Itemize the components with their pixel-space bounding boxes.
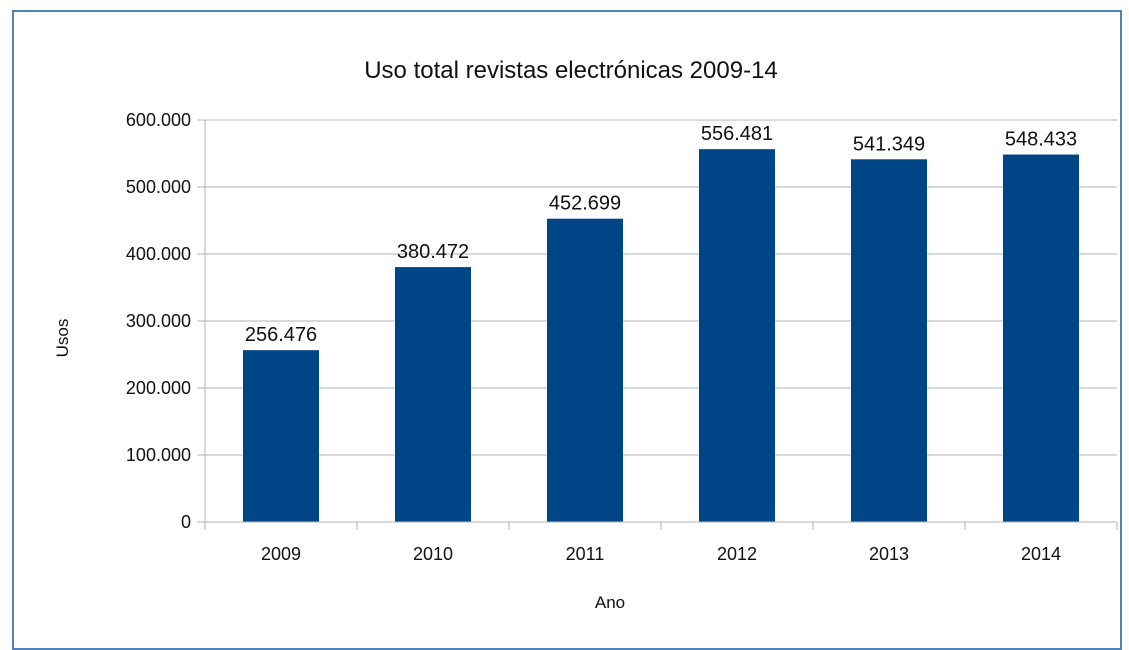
bar-value-label: 380.472 (397, 241, 469, 263)
labels: 0 100.000 200.000 300.000 400.000 500.000 600.… (126, 110, 1077, 564)
bar (851, 159, 927, 522)
bar (547, 218, 623, 523)
bar-value-label: 556.481 (701, 123, 773, 145)
bar (243, 350, 319, 522)
y-tick-label: 0 (181, 512, 191, 532)
bar (1003, 154, 1079, 522)
bar-value-label: 256.476 (245, 324, 317, 346)
x-tick-label: 2013 (869, 544, 909, 564)
y-tick-label: 300.000 (126, 311, 191, 331)
bar-value-label: 548.433 (1005, 129, 1077, 151)
y-tick-label: 400.000 (126, 244, 191, 264)
bars (243, 149, 1079, 523)
y-tick-label: 600.000 (126, 110, 191, 130)
bar-value-label: 541.349 (853, 133, 925, 155)
y-tick-label: 100.000 (126, 445, 191, 465)
x-tick-label: 2014 (1021, 544, 1061, 564)
x-tick-label: 2009 (261, 544, 301, 564)
y-tick-label: 200.000 (126, 378, 191, 398)
x-tick-label: 2010 (413, 544, 453, 564)
y-axis-label: Usos (53, 319, 72, 358)
axes (197, 119, 1118, 530)
bar (395, 267, 471, 522)
gridlines (205, 119, 1117, 456)
x-tick-label: 2012 (717, 544, 757, 564)
x-tick-label: 2011 (566, 544, 605, 564)
bar (699, 149, 775, 523)
bar-value-label: 452.699 (549, 193, 621, 215)
chart-title: Uso total revistas electrónicas 2009-14 (364, 57, 778, 84)
y-tick-label: 500.000 (126, 177, 191, 197)
x-axis-label: Ano (595, 593, 625, 612)
